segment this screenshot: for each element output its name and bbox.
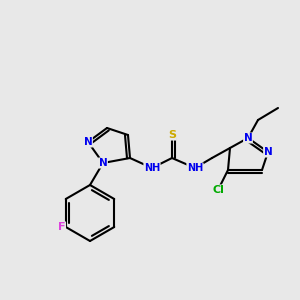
Text: N: N xyxy=(244,133,252,143)
Text: NH: NH xyxy=(144,163,160,173)
Text: F: F xyxy=(58,222,65,232)
Text: S: S xyxy=(168,130,176,140)
Text: N: N xyxy=(84,137,92,147)
Text: NH: NH xyxy=(187,163,203,173)
Text: N: N xyxy=(264,147,272,157)
Text: Cl: Cl xyxy=(212,185,224,195)
Text: N: N xyxy=(99,158,107,168)
